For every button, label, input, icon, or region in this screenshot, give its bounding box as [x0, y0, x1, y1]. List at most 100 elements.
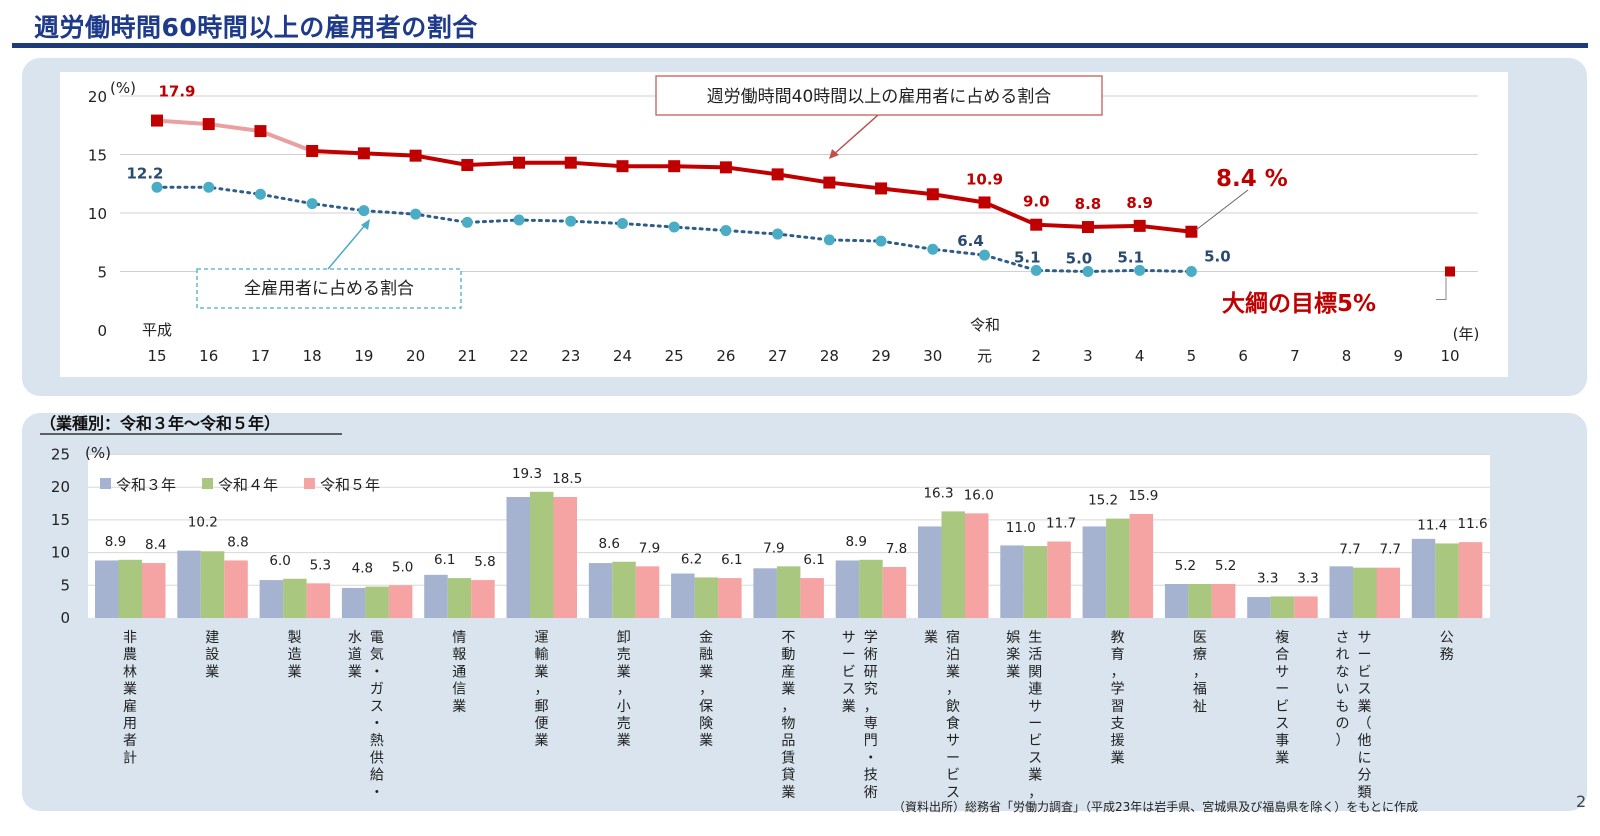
bar-value-label: 8.6 [599, 536, 620, 552]
bar-category-char: 小 [617, 699, 631, 715]
line-point-h40 [409, 149, 422, 162]
bar [1458, 542, 1483, 618]
line-point-all [1185, 266, 1197, 277]
bar-category-char: 融 [699, 647, 713, 663]
bar-category-char: 売 [617, 716, 631, 732]
bar-value-label: 5.8 [474, 554, 495, 570]
bar-category-char: 育 [1111, 647, 1125, 663]
bar-category-char: ス [1028, 750, 1042, 766]
line-point-h40 [978, 196, 991, 209]
line-value-label-h40: 17.9 [158, 83, 195, 101]
bar-category-char: 売 [617, 647, 631, 663]
bar-value-label: 8.9 [105, 534, 126, 550]
bar-category-char: 業 [699, 733, 713, 749]
bar [800, 578, 824, 618]
line-point-h40 [254, 125, 267, 138]
bar-category-char: 業 [924, 630, 938, 646]
bar-category-char: 業 [617, 664, 631, 680]
bar-category-char: ー [1028, 716, 1042, 732]
bar-category-char: ， [535, 682, 549, 698]
bar-value-label: 5.2 [1215, 558, 1236, 574]
era-label-heisei: 平成 [142, 321, 172, 339]
line-point-all [668, 221, 680, 233]
line-point-h40 [1185, 225, 1198, 238]
line-point-all [720, 225, 732, 237]
line-point-h40 [202, 118, 215, 131]
line-point-h40 [668, 160, 681, 173]
bar-category-char: ・ [864, 750, 878, 766]
bar-value-label: 5.3 [310, 557, 331, 573]
line-y-tick: 5 [97, 264, 107, 282]
bar-category-char: も [1336, 699, 1350, 715]
line-value-label-h40: 10.9 [966, 170, 1003, 188]
bar-category-char: 医 [1193, 630, 1207, 646]
legend-label: 令和４年 [218, 476, 278, 494]
bar-value-label: 11.7 [1046, 515, 1076, 531]
line-x-tick: 3 [1083, 347, 1093, 365]
line-value-label-all: 5.1 [1014, 248, 1041, 266]
bar-category-char: 建 [205, 630, 219, 646]
bar-category-char: 専 [864, 716, 878, 732]
bar-category-char: ー [842, 647, 856, 663]
bar-category-char: 信 [452, 682, 466, 698]
line-x-tick: 22 [509, 347, 528, 365]
bar [200, 551, 225, 618]
line-value-label-h40: 9.0 [1023, 193, 1050, 211]
bar [177, 550, 201, 618]
line-point-h40 [926, 188, 939, 201]
bar-category-char: ス [1358, 682, 1372, 698]
bar [753, 568, 777, 618]
bar-category-char: 業 [348, 664, 362, 680]
line-point-h40 [1081, 221, 1094, 234]
bar-category-char: ビ [1358, 664, 1372, 680]
bar-category-char: 複 [1275, 629, 1289, 646]
bar-y-tick: 0 [60, 609, 70, 627]
bar [553, 497, 577, 618]
bar [1082, 526, 1107, 618]
line-point-all [979, 249, 991, 261]
bar-category-char: 供 [370, 750, 384, 766]
bar-category-char: 業 [1006, 664, 1020, 680]
bar [776, 566, 801, 618]
bar-category-char: 宿 [946, 629, 960, 646]
bar-value-label: 3.3 [1297, 570, 1318, 586]
bar-category-char: 業 [1275, 750, 1289, 766]
bar-value-label: 5.0 [392, 559, 413, 575]
bar-category-char: 運 [535, 630, 549, 646]
bar-value-label: 6.1 [721, 552, 742, 568]
bar-category-char: 学 [864, 630, 878, 646]
bar-category-char: い [1336, 682, 1350, 698]
bar-value-label: 15.2 [1088, 493, 1118, 509]
bar-value-label: 16.0 [964, 487, 994, 503]
bar-value-label: 8.4 [145, 537, 166, 553]
bar [388, 585, 413, 618]
bar-category-char: 術 [864, 785, 878, 801]
line-x-tick: 27 [768, 347, 787, 365]
bar [1129, 514, 1154, 618]
bar [1353, 567, 1377, 618]
line-x-tick: 24 [613, 347, 632, 365]
era-label-reiwa: 令和 [970, 316, 1000, 334]
line-point-h40 [823, 176, 836, 189]
bar-category-char: 業 [535, 733, 549, 749]
bar-category-char: 情 [452, 630, 466, 646]
line-point-h40 [151, 114, 163, 127]
bar [1270, 596, 1295, 618]
bar-category-char: に [1358, 750, 1372, 766]
bar-category-char: な [1336, 664, 1350, 680]
bar-category-char: ， [1111, 664, 1125, 680]
line-x-tick: 26 [716, 347, 735, 365]
bar [859, 559, 883, 618]
line-point-h40 [513, 156, 526, 169]
bar-category-char: 飲 [946, 699, 960, 715]
callout-arrowhead-h40 [829, 149, 839, 159]
bar-category-char: 水 [348, 630, 362, 646]
bar-category-char: 賃 [781, 750, 795, 766]
line-x-tick: 8 [1342, 347, 1352, 365]
bar [341, 587, 366, 618]
bar [306, 583, 331, 618]
bar-category-char: サ [1275, 664, 1289, 680]
line-x-tick: 9 [1394, 347, 1404, 365]
bar-category-char: 務 [1440, 647, 1454, 663]
